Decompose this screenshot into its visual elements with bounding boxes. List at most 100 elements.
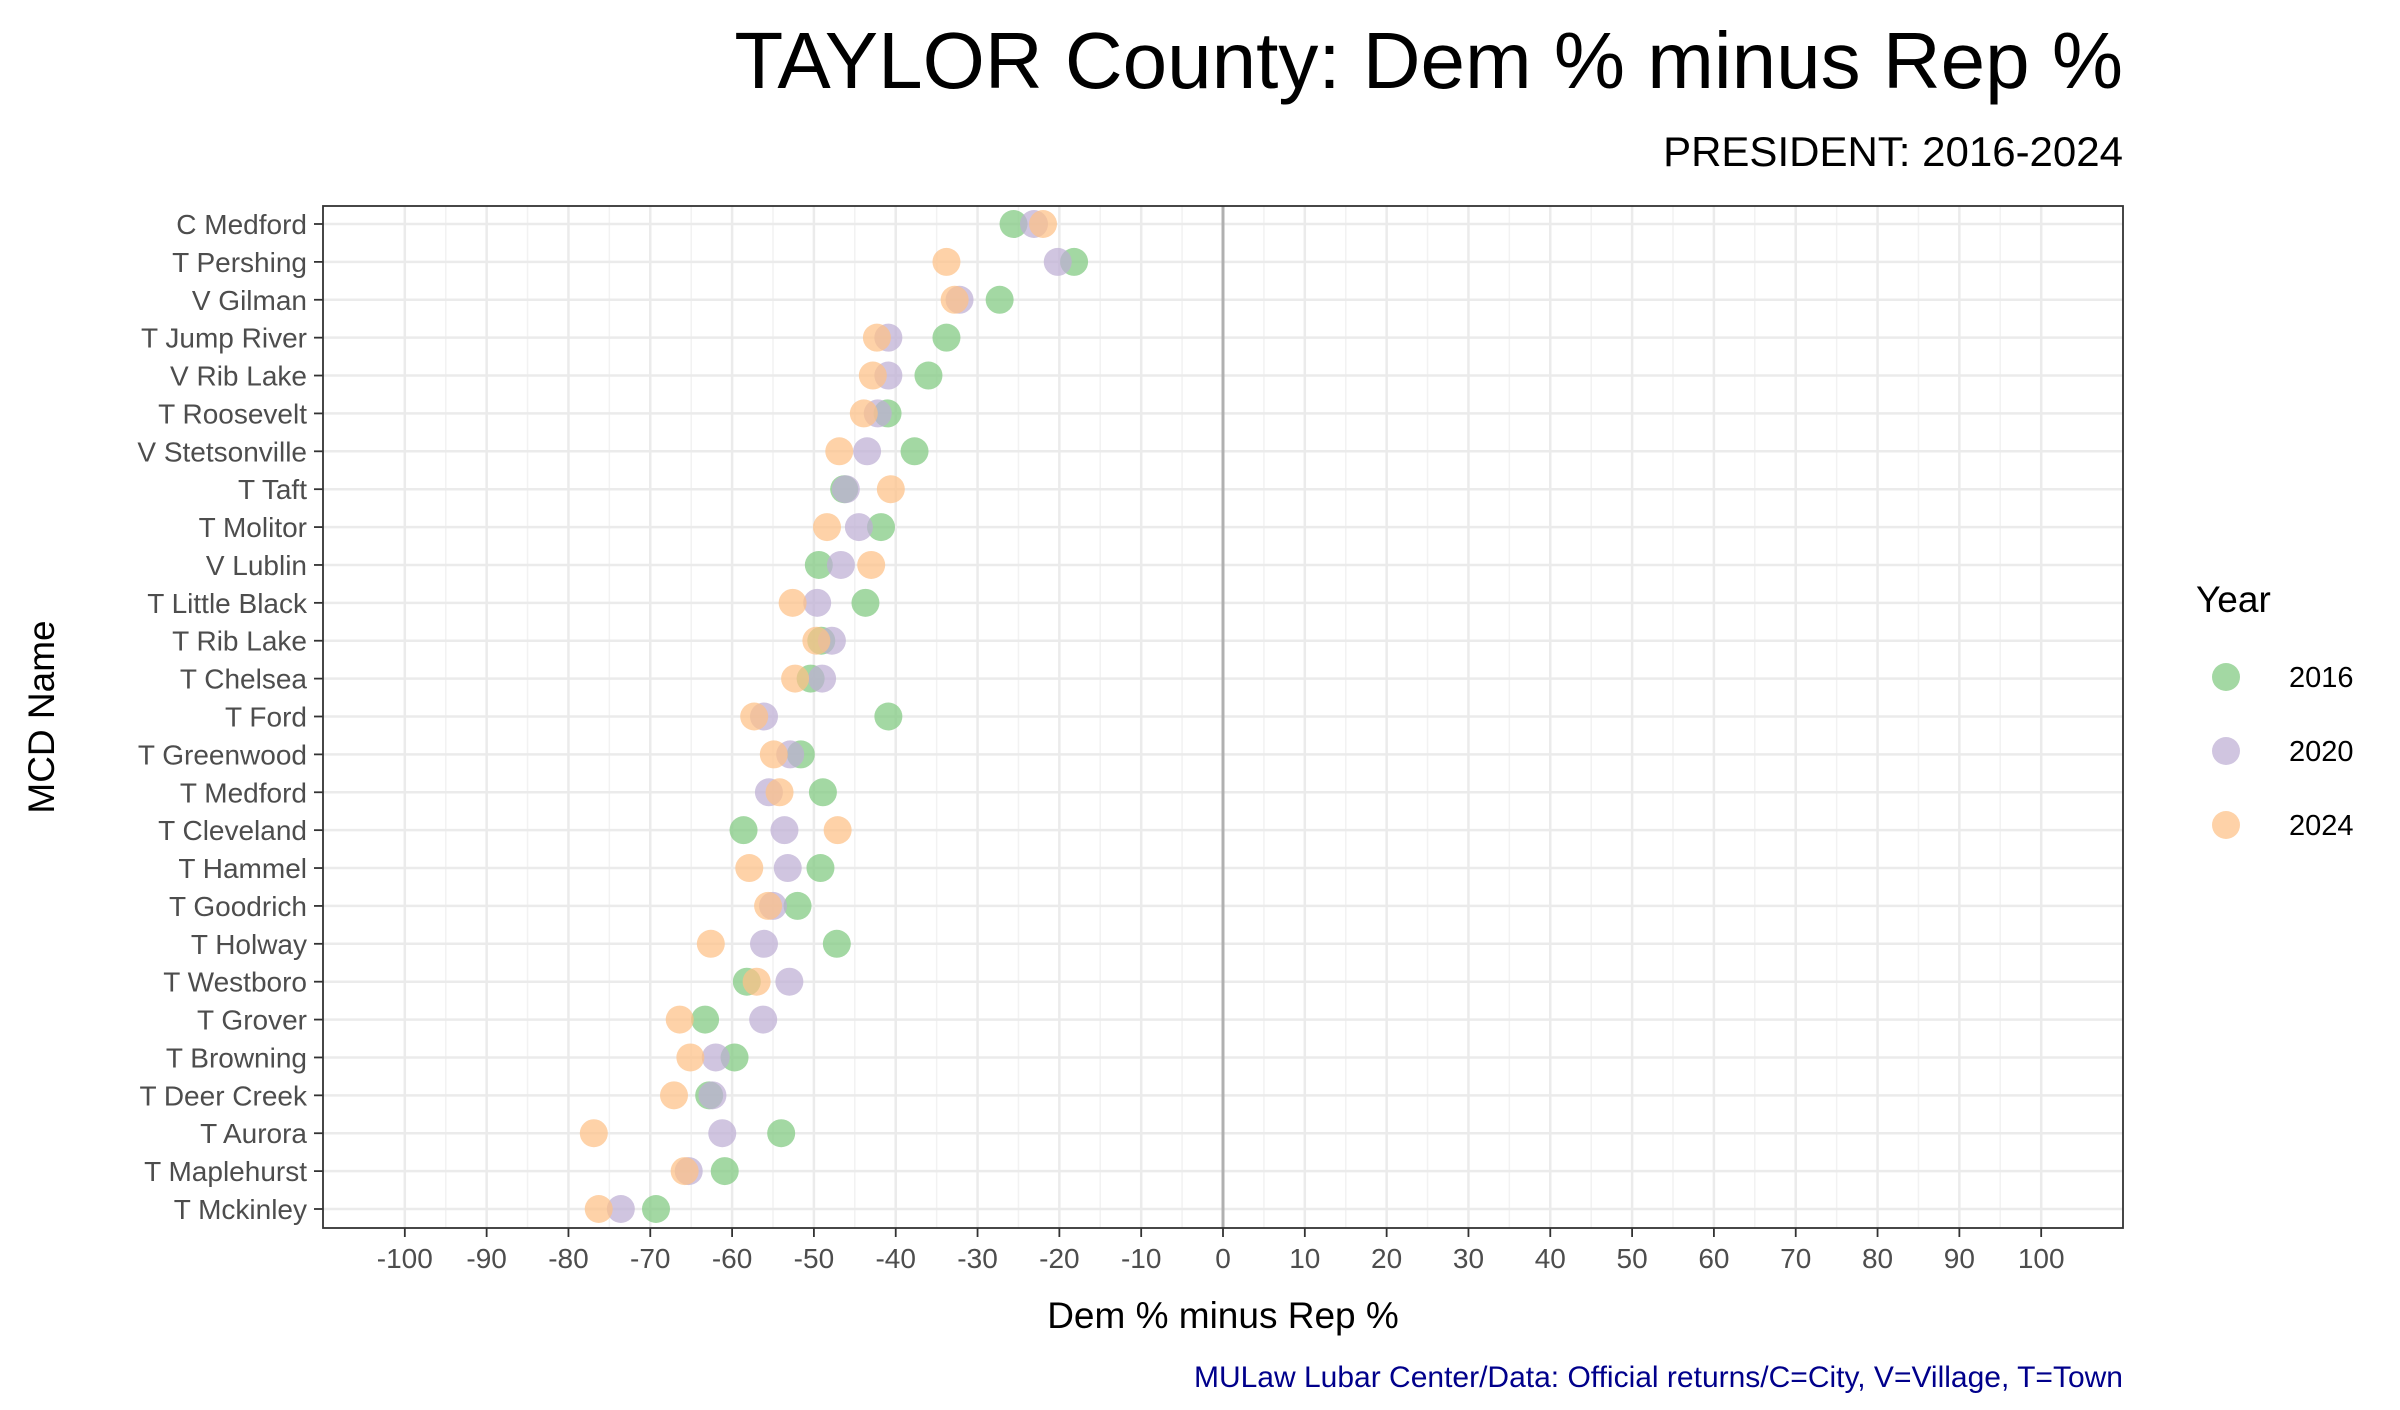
y-tick-label: T Aurora	[200, 1118, 307, 1149]
x-tick-label: -60	[712, 1243, 752, 1274]
y-tick-label: T Pershing	[172, 247, 307, 278]
data-point-2024	[742, 967, 771, 996]
y-tick-label: T Mckinley	[174, 1194, 307, 1225]
y-tick-label: T Deer Creek	[139, 1080, 308, 1111]
y-tick-label: V Rib Lake	[170, 361, 307, 392]
data-point-2020	[803, 588, 832, 617]
x-tick-label: 100	[2018, 1243, 2065, 1274]
data-point-2024	[676, 1043, 705, 1072]
data-point-2024	[862, 323, 891, 352]
y-tick-label: T Molitor	[199, 512, 307, 543]
data-point-2024	[940, 285, 969, 314]
data-point-2024	[740, 702, 769, 731]
data-point-2016	[914, 361, 943, 390]
y-tick-label: V Lublin	[206, 550, 307, 581]
y-tick-label: V Stetsonville	[137, 436, 307, 467]
y-tick-label: T Taft	[238, 474, 307, 505]
x-tick-label: -10	[1121, 1243, 1161, 1274]
x-tick-label: 20	[1371, 1243, 1402, 1274]
data-point-2020	[749, 1005, 778, 1034]
legend-label-2016: 2016	[2289, 662, 2354, 694]
data-point-2020	[853, 437, 882, 466]
x-tick-label: -90	[466, 1243, 506, 1274]
legend-key-2024	[2212, 811, 2240, 839]
data-point-2016	[867, 513, 895, 542]
x-tick-label: 90	[1944, 1243, 1975, 1274]
y-axis-title: MCD Name	[21, 620, 62, 813]
y-tick-label: T Little Black	[147, 588, 308, 619]
x-tick-label: 60	[1698, 1243, 1729, 1274]
data-point-2020	[831, 475, 860, 504]
data-point-2016	[822, 929, 851, 958]
data-point-2024	[735, 854, 764, 883]
data-point-2020	[826, 550, 855, 579]
data-point-2016	[932, 323, 961, 352]
chart-subtitle: PRESIDENT: 2016-2024	[1663, 128, 2123, 175]
data-point-2024	[665, 1005, 694, 1034]
data-point-2024	[823, 816, 852, 845]
x-axis-ticks: -100 -90 -80 -70 -60 -50 -40 -30 -20 -10 0 10 20 30 40…	[377, 1228, 2065, 1274]
x-tick-label: 10	[1289, 1243, 1320, 1274]
data-point-2024	[579, 1119, 608, 1148]
data-point-2024	[1029, 210, 1057, 238]
data-point-2020	[775, 967, 804, 996]
x-tick-label: -80	[548, 1243, 588, 1274]
x-tick-label: 0	[1215, 1243, 1231, 1274]
x-tick-label: -20	[1039, 1243, 1079, 1274]
data-point-2020	[808, 664, 837, 693]
legend-label-2024: 2024	[2289, 810, 2354, 842]
x-tick-label: -40	[875, 1243, 915, 1274]
data-point-2024	[857, 550, 886, 579]
data-point-2016	[874, 702, 903, 731]
data-point-2016	[767, 1119, 796, 1148]
x-tick-label: -30	[957, 1243, 997, 1274]
data-points	[579, 210, 1089, 1223]
data-point-2016	[729, 816, 758, 845]
x-tick-label: -70	[630, 1243, 670, 1274]
legend-key-2020	[2212, 737, 2240, 765]
legend-label-2020: 2020	[2289, 736, 2354, 768]
data-point-2024	[813, 513, 841, 542]
chart-title: TAYLOR County: Dem % minus Rep %	[734, 16, 2123, 105]
data-point-2020	[698, 1081, 727, 1110]
y-tick-label: T Medford	[180, 777, 307, 808]
legend: 2016 2020 2024	[2212, 662, 2354, 842]
y-tick-label: T Maplehurst	[144, 1156, 307, 1187]
x-tick-label: 80	[1862, 1243, 1893, 1274]
y-tick-label: T Rib Lake	[172, 626, 307, 657]
y-tick-label: T Goodrich	[169, 891, 307, 922]
y-tick-label: T Grover	[197, 1005, 307, 1036]
x-tick-label: 40	[1535, 1243, 1566, 1274]
legend-title: Year	[2196, 579, 2271, 620]
y-tick-label: T Browning	[166, 1042, 307, 1073]
data-point-2024	[754, 891, 783, 920]
data-point-2024	[670, 1157, 699, 1186]
data-point-2020	[773, 854, 802, 883]
data-point-2024	[759, 740, 788, 769]
y-tick-label: T Roosevelt	[158, 398, 307, 429]
data-point-2016	[783, 891, 812, 920]
data-point-2020	[770, 816, 799, 845]
y-tick-label: T Hammel	[178, 853, 307, 884]
x-tick-label: 70	[1780, 1243, 1811, 1274]
y-tick-label: C Medford	[176, 209, 307, 240]
x-tick-label: 30	[1453, 1243, 1484, 1274]
data-point-2016	[999, 210, 1028, 238]
y-tick-label: T Cleveland	[158, 815, 307, 846]
data-point-2024	[932, 247, 961, 276]
legend-key-2016	[2212, 663, 2240, 691]
x-tick-label: -100	[377, 1243, 433, 1274]
data-point-2024	[849, 399, 878, 428]
y-tick-label: V Gilman	[192, 285, 307, 316]
y-tick-label: T Westboro	[163, 967, 307, 998]
data-point-2020	[844, 513, 873, 542]
data-point-2024	[781, 664, 810, 693]
x-axis-title: Dem % minus Rep %	[1047, 1295, 1399, 1336]
data-point-2016	[851, 588, 880, 617]
data-point-2020	[701, 1043, 730, 1072]
data-point-2016	[804, 550, 833, 579]
data-point-2024	[660, 1081, 688, 1110]
data-point-2020	[606, 1195, 635, 1223]
y-tick-label: T Greenwood	[138, 739, 307, 770]
data-point-2024	[778, 588, 807, 617]
